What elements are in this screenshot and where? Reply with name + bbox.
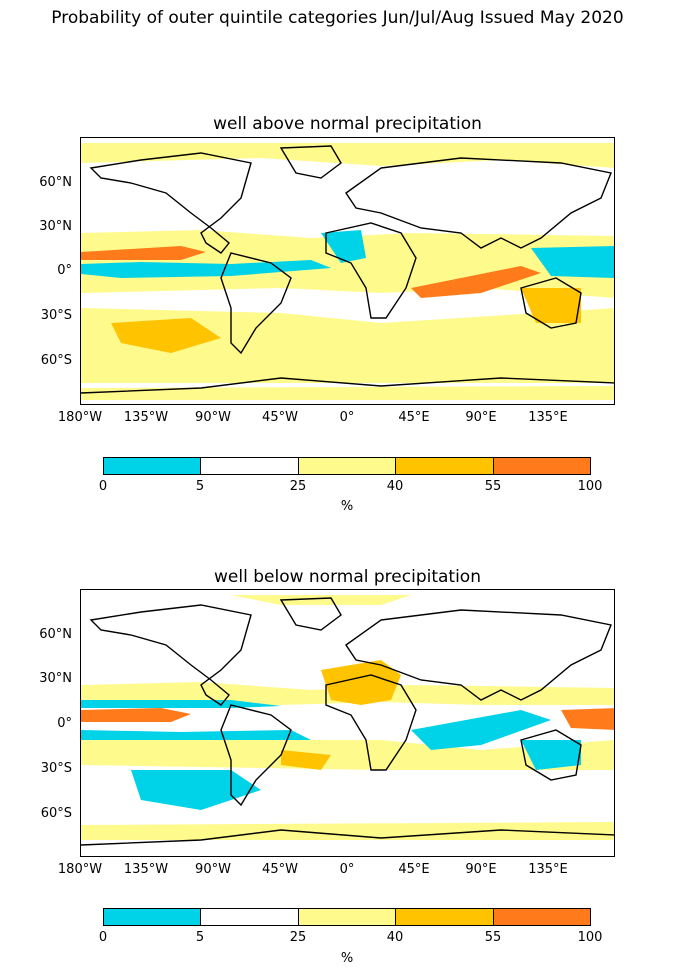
colorbar-label: 5: [195, 930, 205, 945]
lon-tick: 90°W: [195, 410, 231, 425]
colorbar-label: 40: [386, 479, 404, 494]
colorbar-label: 100: [577, 930, 603, 945]
above-orange-band-west: [81, 246, 206, 260]
above-orange-australia: [521, 288, 581, 323]
coast-eurasia: [345, 609, 612, 701]
colorbar-segment: [396, 909, 494, 925]
below-cyan-australia: [521, 740, 581, 770]
colorbar-label: 25: [289, 479, 307, 494]
coast-north-america: [89, 604, 252, 706]
lon-tick: 135°E: [528, 410, 568, 425]
coast-eurasia: [345, 157, 612, 249]
above-cyan-africa: [321, 230, 366, 263]
coast-africa: [325, 674, 417, 771]
below-yellow-south: [81, 740, 614, 770]
below-red-band-west: [81, 708, 191, 722]
lat-tick: 0°: [57, 716, 72, 731]
colorbar-segment: [396, 458, 494, 474]
colorbar-segment: [201, 909, 299, 925]
colorbar-label: 25: [289, 930, 307, 945]
below-orange-sahara: [321, 660, 401, 705]
colorbar-label: 0: [98, 930, 108, 945]
panel-title-above: well above normal precipitation: [213, 114, 482, 134]
lon-tick: 45°W: [262, 410, 298, 425]
colorbar-label: 5: [195, 479, 205, 494]
colorbar-label: 40: [386, 930, 404, 945]
coast-antarctica: [81, 377, 614, 394]
lon-tick: 0°: [339, 862, 355, 877]
lon-tick: 180°W: [57, 410, 103, 425]
lon-tick: 45°W: [262, 862, 298, 877]
coast-australia: [520, 729, 582, 781]
lon-tick: 0°: [339, 410, 355, 425]
colorbar-label: 100: [577, 479, 603, 494]
below-yellow-north: [231, 595, 411, 605]
below-cyan-indian: [411, 710, 551, 750]
lon-tick: 135°W: [123, 410, 169, 425]
lon-tick: 180°W: [57, 862, 103, 877]
above-cyan-band: [81, 260, 331, 278]
coast-antarctica: [81, 829, 614, 846]
above-yellow-south-edge: [81, 386, 614, 400]
coast-australia: [520, 277, 582, 329]
above-orange-indian: [411, 266, 541, 298]
above-orange-spots-south: [111, 318, 221, 353]
map-below: [80, 589, 615, 857]
lat-tick: 0°: [57, 263, 72, 278]
lat-tick: 60°N: [39, 627, 72, 642]
coast-south-america: [220, 252, 292, 355]
lon-tick: 135°W: [123, 862, 169, 877]
colorbar-segment: [298, 458, 397, 474]
lon-tick: 45°E: [398, 410, 430, 425]
lon-tick: 90°E: [465, 862, 497, 877]
lat-tick: 30°N: [39, 671, 72, 686]
colorbar-segment: [493, 909, 591, 925]
colorbar-label: 55: [484, 479, 502, 494]
colorbar-segment: [104, 909, 202, 925]
coast-south-america: [220, 704, 292, 807]
panel-title-below: well below normal precipitation: [214, 567, 481, 587]
map-above: [80, 137, 615, 405]
coast-africa: [325, 222, 417, 319]
below-red-band-east: [561, 708, 614, 730]
lat-tick: 30°S: [40, 308, 72, 323]
lat-tick: 60°N: [39, 175, 72, 190]
coast-greenland: [279, 597, 342, 631]
lon-tick: 90°W: [195, 862, 231, 877]
lat-tick: 30°S: [40, 761, 72, 776]
above-yellow-south: [81, 308, 614, 383]
below-yellow-south-edge: [81, 822, 614, 840]
below-cyan-band-south: [81, 730, 311, 740]
lat-tick: 60°S: [40, 353, 72, 368]
colorbar-unit: %: [340, 951, 354, 966]
lat-tick: 60°S: [40, 806, 72, 821]
below-orange-patches: [281, 750, 331, 770]
figure-title: Probability of outer quintile categories…: [51, 8, 624, 28]
above-yellow-north: [81, 143, 614, 168]
colorbar-below: [103, 908, 591, 926]
colorbar-unit: %: [340, 499, 354, 514]
colorbar-segment: [298, 909, 397, 925]
colorbar-label: 0: [98, 479, 108, 494]
lat-tick: 30°N: [39, 219, 72, 234]
above-cyan-band-east: [531, 246, 614, 278]
colorbar-label: 55: [484, 930, 502, 945]
coast-north-america: [89, 152, 252, 254]
lon-tick: 135°E: [528, 862, 568, 877]
colorbar-above: [103, 457, 591, 475]
colorbar-segment: [493, 458, 591, 474]
coast-greenland: [279, 145, 342, 179]
lon-tick: 45°E: [398, 862, 430, 877]
below-cyan-south: [131, 770, 261, 810]
colorbar-segment: [104, 458, 202, 474]
colorbar-segment: [201, 458, 299, 474]
lon-tick: 90°E: [465, 410, 497, 425]
